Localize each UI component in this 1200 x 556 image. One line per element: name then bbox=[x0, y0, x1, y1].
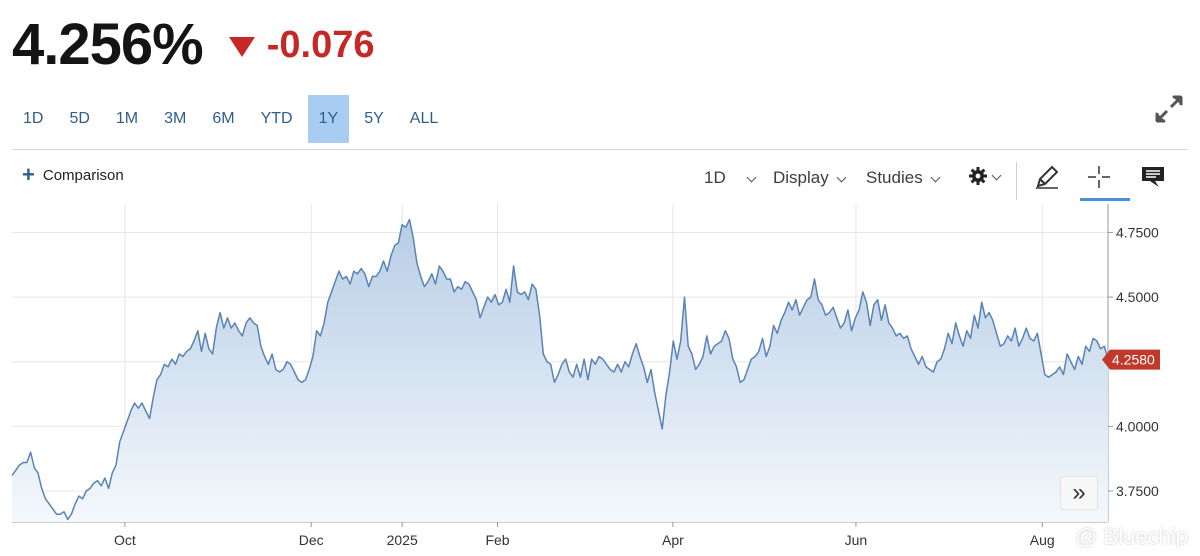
y-tick-label: 4.7500 bbox=[1116, 224, 1159, 240]
range-3m-button[interactable]: 3M bbox=[164, 110, 187, 127]
comparison-button[interactable]: + Comparison bbox=[22, 164, 124, 186]
x-tick-label: Feb bbox=[485, 532, 509, 548]
series-line bbox=[11, 218, 1109, 521]
price-value: 4.256% bbox=[12, 12, 204, 77]
studies-dropdown[interactable]: Studies bbox=[866, 168, 941, 188]
quote-header: 4.256% -0.076 bbox=[12, 10, 374, 80]
x-tick-label: 2025 bbox=[387, 532, 418, 548]
plus-icon: + bbox=[22, 162, 35, 187]
range-5d-button[interactable]: 5D bbox=[69, 110, 90, 127]
chevron-down-icon bbox=[930, 172, 941, 182]
range-6m-button[interactable]: 6M bbox=[212, 110, 235, 127]
x-tick-label: Dec bbox=[299, 532, 324, 548]
pencil-icon[interactable] bbox=[1034, 164, 1060, 190]
range-all-button[interactable]: ALL bbox=[409, 110, 439, 127]
toolbar-divider bbox=[12, 149, 1188, 150]
x-tick-label: Aug bbox=[1030, 532, 1055, 548]
yield-chart[interactable]: 4.75004.50004.25004.00003.7500OctDec2025… bbox=[0, 202, 1200, 556]
active-tool-indicator bbox=[1080, 198, 1130, 201]
settings-dropdown[interactable] bbox=[968, 166, 1002, 186]
range-1m-button[interactable]: 1M bbox=[115, 110, 139, 127]
last-value-marker bbox=[1102, 349, 1160, 370]
change-value: -0.076 bbox=[266, 24, 375, 66]
y-tick-label: 4.5000 bbox=[1116, 289, 1159, 305]
range-1d-button[interactable]: 1D bbox=[23, 110, 44, 127]
x-tick-label: Oct bbox=[114, 532, 136, 548]
interval-dropdown[interactable]: 1D bbox=[704, 168, 757, 188]
chevron-down-icon bbox=[836, 172, 847, 182]
chart-toolbar: + Comparison 1D Display Studies bbox=[0, 150, 1200, 202]
time-range-selector: 1D 5D 1M 3M 6M YTD 1Y 5Y ALL bbox=[12, 95, 453, 143]
interval-label: 1D bbox=[704, 168, 726, 187]
crosshair-icon[interactable] bbox=[1086, 164, 1112, 190]
comment-icon[interactable] bbox=[1140, 164, 1166, 190]
display-dropdown[interactable]: Display bbox=[773, 168, 847, 188]
range-1y-button[interactable]: 1Y bbox=[307, 95, 350, 143]
comparison-label: Comparison bbox=[42, 166, 124, 184]
expand-icon[interactable] bbox=[1154, 94, 1184, 124]
chevron-down-icon bbox=[746, 172, 757, 182]
range-ytd-button[interactable]: YTD bbox=[260, 110, 293, 127]
studies-label: Studies bbox=[866, 168, 923, 187]
y-tick-label: 3.7500 bbox=[1116, 483, 1159, 499]
double-chevron-right-icon[interactable]: » bbox=[1060, 476, 1098, 510]
y-tick-label: 4.0000 bbox=[1116, 418, 1159, 434]
change-wrap: -0.076 bbox=[228, 24, 375, 66]
range-5y-button[interactable]: 5Y bbox=[364, 110, 384, 127]
last-value-label: 4.2580 bbox=[1112, 352, 1155, 368]
toolbar-separator bbox=[1016, 162, 1017, 200]
watermark: @ Bluechip bbox=[1075, 524, 1188, 549]
down-triangle-icon bbox=[228, 37, 255, 57]
display-label: Display bbox=[773, 168, 829, 187]
x-tick-label: Apr bbox=[662, 532, 684, 548]
x-tick-label: Jun bbox=[845, 532, 868, 548]
chevron-down-icon bbox=[991, 170, 1002, 180]
gear-icon bbox=[969, 167, 987, 185]
